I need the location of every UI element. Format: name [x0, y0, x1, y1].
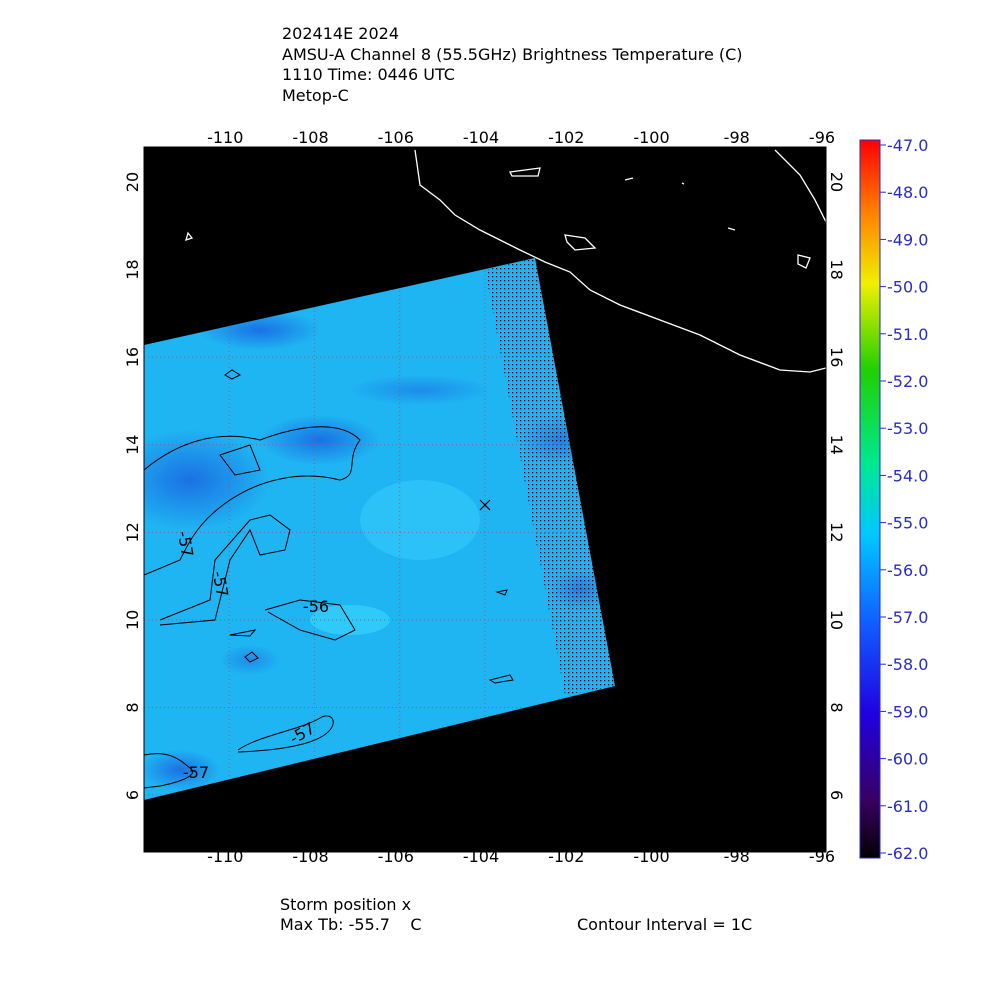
colorbar-tick-label: -55.0 — [887, 514, 928, 533]
contour-label: -57 — [183, 763, 209, 782]
lon-tick-label-top: -106 — [378, 128, 414, 147]
colorbar-tick-label: -62.0 — [887, 844, 928, 863]
lat-tick-label-right: 20 — [827, 172, 846, 192]
max-tb: Max Tb: -55.7 C — [280, 915, 421, 934]
contour-label: -56 — [303, 597, 329, 616]
colorbar: -47.0 -48.0 -49.0 -50.0 -51.0 -52.0 -53.0 -54.0… — [859, 136, 928, 863]
lat-tick-label-left: 18 — [123, 259, 142, 279]
colorbar-tick-label: -52.0 — [887, 372, 928, 391]
lon-tick-label-bottom: -106 — [378, 847, 414, 866]
lat-tick-label-left: 20 — [123, 172, 142, 192]
header-line: 1110 Time: 0446 UTC — [282, 65, 455, 84]
colorbar-tick-label: -53.0 — [887, 419, 928, 438]
footer: Storm position x Max Tb: -55.7 C Contour… — [280, 895, 752, 934]
lon-tick-label-top: -108 — [292, 128, 328, 147]
lat-tick-label-left: 12 — [123, 522, 142, 542]
header-line: Metop-C — [282, 86, 349, 105]
axes: -110 -110 -108 -108 -106 -106 -104 -104 -102 -102… — [123, 128, 846, 866]
lon-tick-label-bottom: -102 — [548, 847, 584, 866]
lon-tick-label-bottom: -98 — [724, 847, 750, 866]
header-line: AMSU-A Channel 8 (55.5GHz) Brightness Te… — [282, 45, 743, 64]
storm-note: Storm position x — [280, 895, 411, 914]
lat-tick-label-right: 14 — [827, 435, 846, 455]
colorbar-scale — [859, 139, 881, 859]
header: 202414E 2024 AMSU-A Channel 8 (55.5GHz) … — [282, 24, 743, 105]
lat-tick-label-right: 6 — [827, 790, 846, 800]
lon-tick-label-bottom: -104 — [463, 847, 499, 866]
lon-tick-label-top: -110 — [207, 128, 243, 147]
lat-tick-label-right: 10 — [827, 610, 846, 630]
storm-position — [479, 499, 491, 511]
lat-tick-label-left: 8 — [123, 702, 142, 712]
colorbar-tick-label: -58.0 — [887, 655, 928, 674]
lat-tick-label-left: 6 — [123, 790, 142, 800]
contour-label: -57 — [174, 530, 197, 559]
coastline — [185, 149, 826, 373]
contour-interval: Contour Interval = 1C — [577, 915, 752, 934]
contour-label: -57 — [209, 570, 232, 599]
colorbar-tick-label: -51.0 — [887, 325, 928, 344]
lat-tick-label-right: 12 — [827, 522, 846, 542]
colorbar-tick-label: -47.0 — [887, 136, 928, 155]
colorbar-tick-label: -60.0 — [887, 750, 928, 769]
lon-tick-label-top: -100 — [633, 128, 669, 147]
colorbar-tick-label: -56.0 — [887, 561, 928, 580]
contours — [144, 369, 514, 789]
colorbar-tick-label: -61.0 — [887, 797, 928, 816]
lon-tick-label-top: -98 — [724, 128, 750, 147]
colorbar-tick-label: -57.0 — [887, 608, 928, 627]
lat-tick-label-left: 16 — [123, 347, 142, 367]
colorbar-tick-label: -50.0 — [887, 278, 928, 297]
colorbar-tick-label: -48.0 — [887, 183, 928, 202]
lon-tick-label-top: -102 — [548, 128, 584, 147]
colorbar-tick-label: -59.0 — [887, 702, 928, 721]
header-line: 202414E 2024 — [282, 24, 399, 43]
lon-tick-label-bottom: -110 — [207, 847, 243, 866]
lon-tick-label-bottom: -96 — [809, 847, 835, 866]
swath-shading — [144, 258, 615, 800]
lat-tick-label-right: 16 — [827, 347, 846, 367]
lat-tick-label-right: 18 — [827, 259, 846, 279]
lon-tick-label-bottom: -108 — [292, 847, 328, 866]
lat-tick-label-left: 14 — [123, 435, 142, 455]
map-content: -57 -57 -56 -57 -57 — [144, 149, 826, 800]
colorbar-tick-label: -49.0 — [887, 230, 928, 249]
lon-tick-label-bottom: -100 — [633, 847, 669, 866]
lon-tick-label-top: -96 — [809, 128, 835, 147]
lat-tick-label-right: 8 — [827, 702, 846, 712]
colorbar-tick-label: -54.0 — [887, 466, 928, 485]
lon-tick-label-top: -104 — [463, 128, 499, 147]
lat-tick-label-left: 10 — [123, 610, 142, 630]
